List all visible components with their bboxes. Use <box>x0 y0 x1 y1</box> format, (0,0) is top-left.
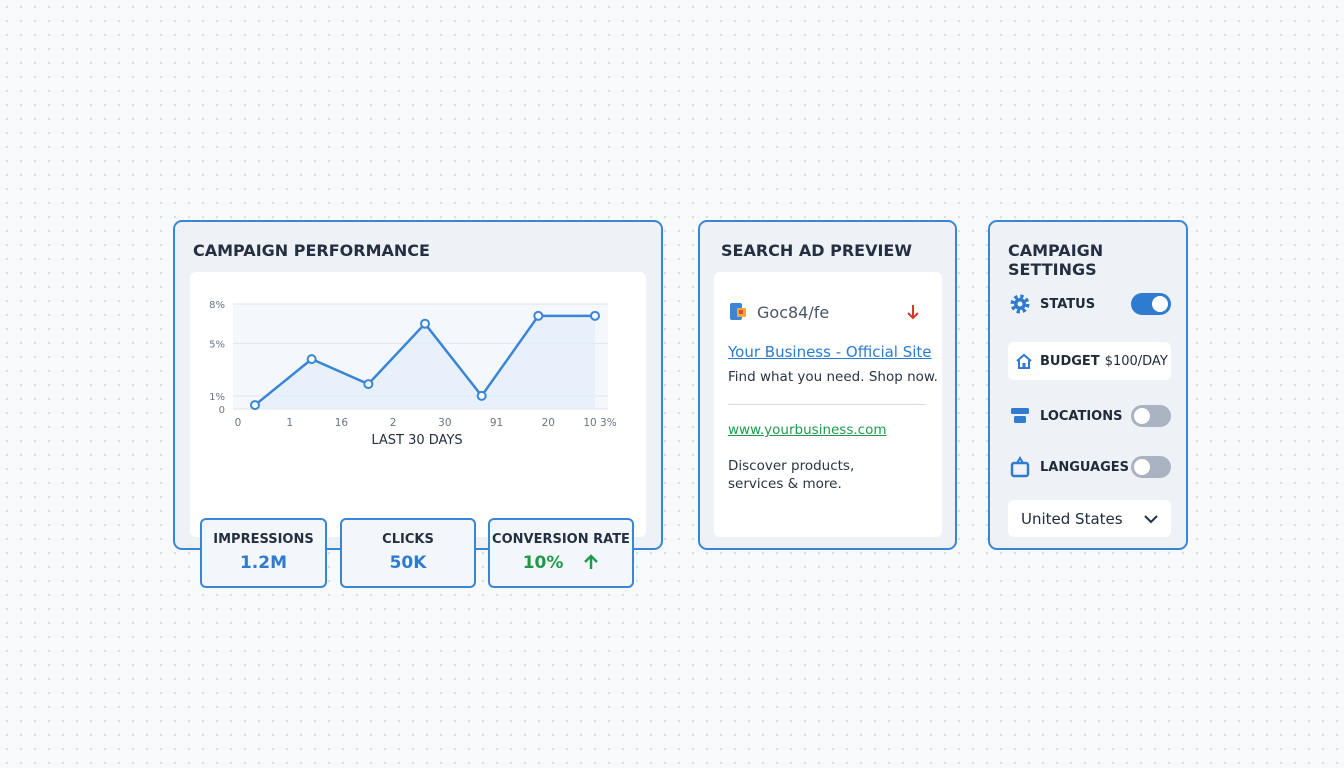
point <box>533 310 544 321</box>
country-dropdown[interactable]: United States <box>1008 500 1171 537</box>
languages-toggle[interactable] <box>1131 456 1171 478</box>
setting-label: BUDGET <box>1040 353 1100 369</box>
chart: LAST 30 DAYS 8% 5% 1% 00 1 16 2 30 91 20 10 3% <box>209 300 617 448</box>
x-tick-label: 16 <box>335 417 349 429</box>
setting-label: LANGUAGES <box>1040 459 1130 475</box>
metric-card: CLICKS 50K <box>340 518 476 588</box>
metric-value: 10% <box>490 553 632 573</box>
x-tick-label: 10 3% <box>583 417 616 429</box>
y-tick-label: 0 <box>219 405 225 416</box>
toggle-knob <box>1134 408 1150 424</box>
chart-card: LAST 30 DAYS 8% 5% 1% 0 0 1 16 2 30 91 20 10 3% IMP… <box>190 272 646 588</box>
locations-row: LOCATIONS <box>1008 397 1171 435</box>
y-tick-label: 8% <box>209 300 225 311</box>
x-tick-label: 30 <box>438 417 451 429</box>
setting-label: LOCATIONS <box>1040 408 1123 424</box>
setting-label: STATUS <box>1040 296 1096 312</box>
panel-title: CAMPAIGN PERFORMANCE <box>193 241 430 260</box>
y-tick-label: 5% <box>209 339 225 350</box>
ad-card: Goc84/fe Your Business - Official Site F… <box>714 272 942 537</box>
metric-value-text: 10% <box>522 553 564 573</box>
down-arrow-icon <box>907 305 919 320</box>
panel-title: SEARCH AD PREVIEW <box>721 241 912 260</box>
budget-row[interactable]: BUDGET $100/DAY <box>1008 342 1171 380</box>
point <box>250 400 260 411</box>
point <box>420 318 430 329</box>
metric-label: CONVERSION RATE <box>492 532 630 547</box>
up-arrow-icon <box>584 554 599 569</box>
performance-panel: CAMPAIGN PERFORMANCE LAST 30 DAYS 8% 5% 1%… <box>173 220 663 588</box>
metric-label: CLICKS <box>382 532 434 547</box>
toggle-knob <box>1152 296 1168 312</box>
metric-card: CONVERSION RATE 10% <box>488 518 634 588</box>
ad-preview-panel: SEARCH AD PREVIEW Goc84/fe Your Business… <box>698 220 957 550</box>
languages-row: LANGUAGES <box>1008 448 1171 486</box>
brand-logo <box>730 303 746 320</box>
area-fill <box>255 315 595 409</box>
ad-tagline: Find what you need. Shop now. <box>728 369 938 385</box>
point <box>476 390 487 401</box>
locations-icon <box>1011 408 1029 423</box>
x-tick-label: 1 <box>286 417 293 429</box>
divider <box>728 404 926 405</box>
locations-toggle[interactable] <box>1131 405 1171 427</box>
point <box>306 354 317 365</box>
status-toggle[interactable] <box>1131 293 1171 315</box>
x-axis-label: LAST 30 DAYS <box>371 433 462 448</box>
ad-description: Discover products, services & more. <box>728 458 855 492</box>
panel-title: CAMPAIGN SETTINGS <box>1008 241 1104 279</box>
point <box>363 379 374 390</box>
metric-card: IMPRESSIONS 1.2M <box>200 518 327 588</box>
y-tick-label: 1% <box>209 392 225 403</box>
metric-value: 50K <box>389 553 427 573</box>
metric-value: 1.2M <box>239 553 288 573</box>
chevron-icon <box>1144 514 1158 523</box>
ad-headline-link[interactable]: Your Business - Official Site <box>728 343 932 361</box>
metric-label: IMPRESSIONS <box>213 532 314 547</box>
languages-icon <box>1010 456 1030 478</box>
x-tick-label: 20 <box>542 417 555 429</box>
status-row: STATUS <box>1008 285 1171 323</box>
x-tick-label: 2 <box>390 417 397 429</box>
gear-icon <box>1010 294 1030 314</box>
x-tick-label: 0 <box>235 417 242 429</box>
settings-panel: CAMPAIGN SETTINGS STATUS BUDGET $100/DAY… <box>988 220 1188 550</box>
brand-name: Goc84/fe <box>757 303 830 322</box>
x-tick-label: 91 <box>490 417 503 429</box>
point <box>590 310 600 321</box>
dropdown-value: United States <box>1021 509 1123 528</box>
home-icon <box>1016 353 1032 369</box>
ad-url-link[interactable]: www.yourbusiness.com <box>728 422 887 438</box>
toggle-knob <box>1134 459 1150 475</box>
budget-value: $100/DAY <box>1104 353 1168 369</box>
